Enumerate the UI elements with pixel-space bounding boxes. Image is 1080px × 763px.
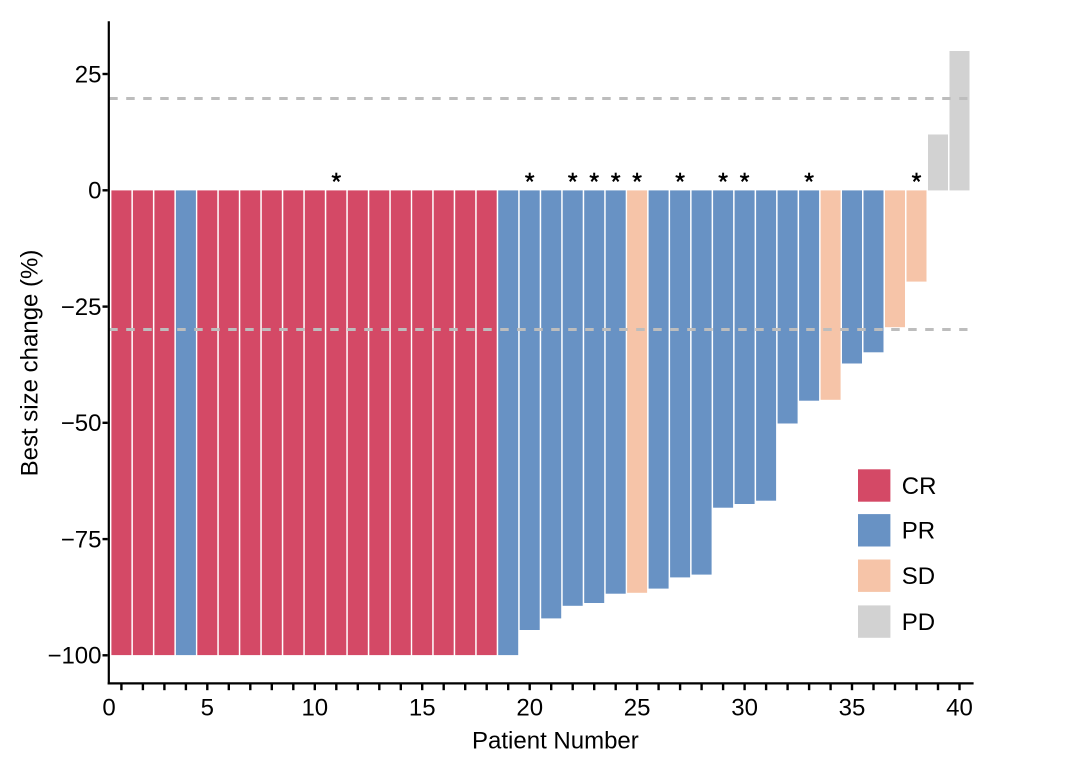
svg-text:PR: PR: [902, 518, 935, 545]
svg-text:15: 15: [409, 695, 436, 722]
svg-text:0: 0: [102, 695, 115, 722]
svg-text:PD: PD: [902, 609, 935, 636]
svg-text:40: 40: [946, 695, 973, 722]
svg-text:Patient Number: Patient Number: [472, 728, 639, 755]
svg-text:−75: −75: [61, 527, 102, 554]
svg-text:20: 20: [516, 695, 543, 722]
svg-text:Best size change (%): Best size change (%): [17, 250, 44, 477]
svg-text:−50: −50: [61, 410, 102, 437]
svg-text:SD: SD: [902, 563, 935, 590]
svg-text:−100: −100: [47, 643, 101, 670]
svg-text:0: 0: [88, 178, 101, 205]
svg-text:CR: CR: [902, 473, 937, 500]
svg-text:5: 5: [201, 695, 214, 722]
svg-text:25: 25: [75, 61, 102, 88]
svg-text:35: 35: [839, 695, 866, 722]
svg-text:25: 25: [624, 695, 651, 722]
svg-text:30: 30: [731, 695, 758, 722]
svg-text:−25: −25: [61, 294, 102, 321]
svg-text:10: 10: [301, 695, 328, 722]
